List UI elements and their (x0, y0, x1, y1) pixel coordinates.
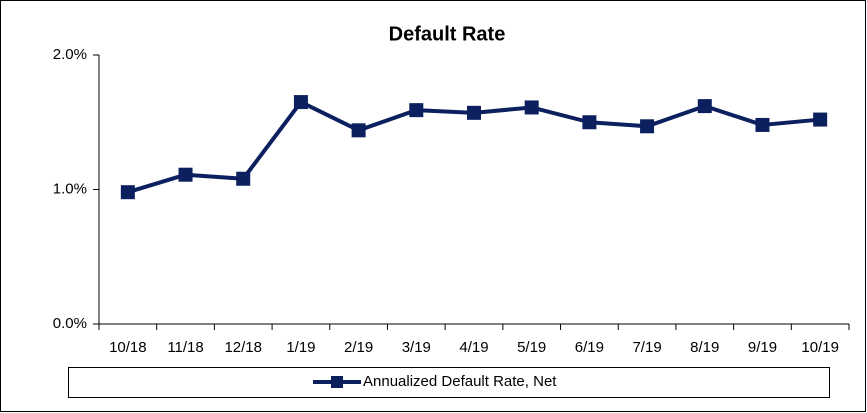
marker (178, 167, 193, 182)
marker (120, 185, 135, 200)
marker (351, 123, 366, 138)
marker (236, 171, 251, 186)
y-tick-label: 1.0% (53, 180, 87, 197)
legend-marker (331, 376, 343, 388)
marker (409, 103, 424, 118)
legend-box (68, 367, 830, 398)
x-tick-label: 12/18 (224, 339, 262, 356)
x-tick-label: 8/19 (690, 339, 719, 356)
chart-title: Default Rate (389, 23, 506, 45)
x-tick-label: 11/18 (167, 339, 203, 356)
x-tick-label: 4/19 (459, 339, 488, 356)
x-tick-label: 7/19 (632, 339, 661, 356)
y-tick-label: 0.0% (53, 315, 87, 332)
marker (293, 95, 308, 110)
marker (755, 117, 770, 132)
x-tick-label: 10/18 (109, 339, 147, 356)
x-tick-label: 10/19 (801, 339, 839, 356)
y-tick-label: 2.0% (53, 46, 87, 63)
x-tick-label: 3/19 (402, 339, 431, 356)
marker (813, 112, 828, 127)
x-tick-label: 9/19 (748, 339, 777, 356)
x-tick-label: 5/19 (517, 339, 546, 356)
marker (697, 99, 712, 114)
marker (467, 105, 481, 120)
marker (524, 100, 539, 115)
x-tick-label: 1/19 (286, 339, 315, 356)
x-tick-label: 6/19 (575, 339, 604, 356)
marker (640, 119, 655, 134)
x-tick-label: 2/19 (344, 339, 373, 356)
marker (582, 115, 597, 130)
legend-label: Annualized Default Rate, Net (363, 373, 557, 390)
